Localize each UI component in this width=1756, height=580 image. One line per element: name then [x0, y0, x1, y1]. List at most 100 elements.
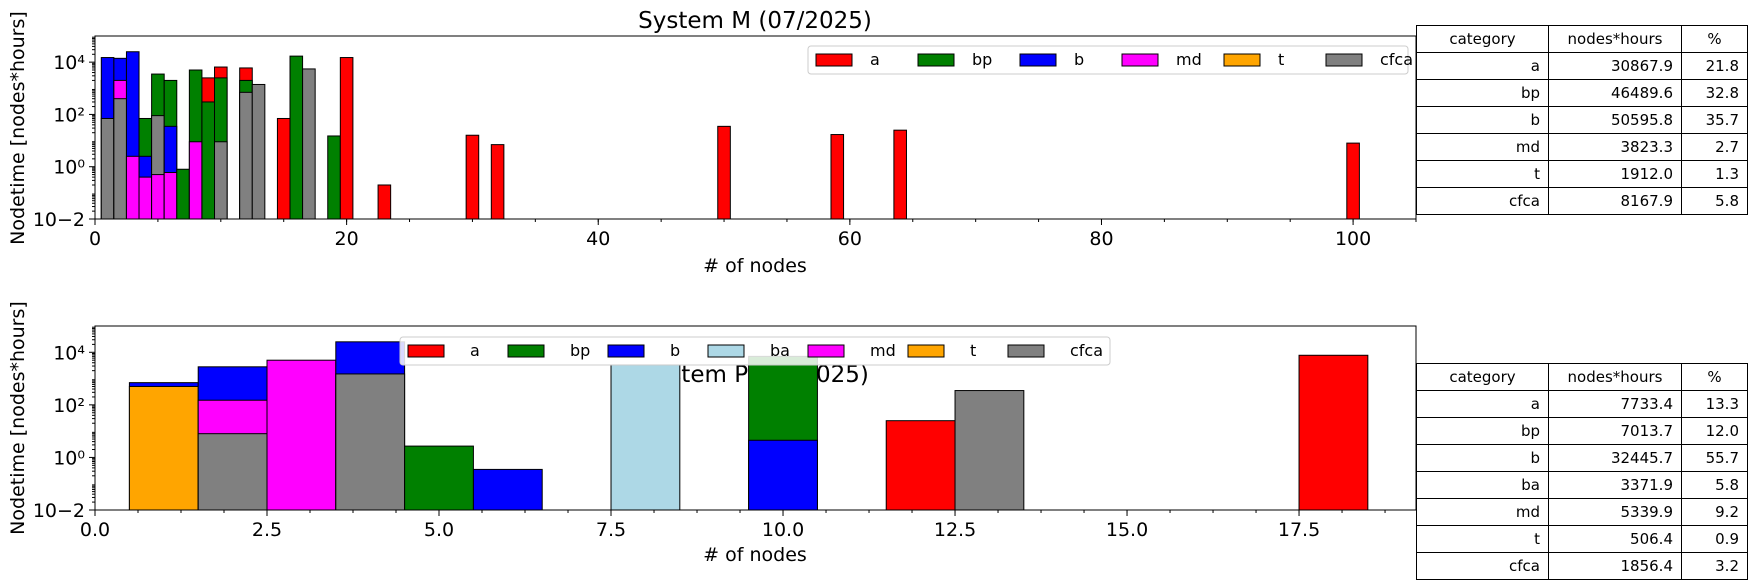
bar-md: [151, 174, 165, 220]
cell-percent: 12.0: [1681, 417, 1748, 445]
y-tick-label: 10²: [53, 104, 85, 126]
table-header-row: category nodes*hours %: [1416, 25, 1748, 53]
legend-box: [807, 45, 1409, 75]
legend-swatch-md: [807, 344, 845, 358]
bar-bp: [404, 445, 474, 511]
x-tick-label: 10.0: [762, 519, 804, 541]
cell-nodes-hours: 506.4: [1548, 525, 1682, 553]
cell-percent: 35.7: [1681, 106, 1748, 134]
cell-percent: 5.8: [1681, 471, 1748, 499]
legend-swatch-b: [1019, 53, 1057, 67]
cell-nodes-hours: 7013.7: [1548, 417, 1682, 445]
bar-a: [830, 134, 845, 220]
table-row: cfca 8167.9 5.8: [1416, 187, 1748, 215]
table-header-percent: %: [1681, 25, 1748, 53]
legend-swatch-cfca: [1325, 53, 1363, 67]
x-tick-label: 0: [89, 228, 101, 250]
cell-nodes-hours: 5339.9: [1548, 498, 1682, 526]
table-row: md 5339.9 9.2: [1416, 498, 1748, 526]
x-axis-label-1: # of nodes: [703, 255, 807, 277]
bar-cfca: [335, 373, 406, 511]
bar-a: [893, 129, 907, 220]
table-row: ba 3371.9 5.8: [1416, 471, 1748, 499]
bar-bp: [327, 135, 341, 220]
x-tick-label: 7.5: [596, 519, 626, 541]
table-row: bp 46489.6 32.8: [1416, 79, 1748, 107]
plot-area-2: 0.0 2.5 5.0 7.5 10.0 12.5 15.0 17.5 10−2 10⁰ 10² 10…: [33, 325, 1417, 541]
bar-a: [717, 125, 731, 220]
x-tick-label: 5.0: [424, 519, 454, 541]
cell-nodes-hours: 1856.4: [1548, 552, 1682, 580]
legend-swatch-a: [815, 53, 853, 67]
x-tick-label: 15.0: [1106, 519, 1148, 541]
legend-label-bp: bp: [570, 341, 590, 360]
table-header-row: category nodes*hours %: [1416, 363, 1748, 391]
cell-category: a: [1416, 52, 1549, 80]
bar-cfca: [100, 117, 115, 220]
table-header-category: category: [1416, 363, 1549, 391]
x-axis-label-2: # of nodes: [703, 544, 807, 566]
legend-label-cfca: cfca: [1380, 50, 1413, 69]
bar-md: [125, 155, 140, 220]
y-tick-label: 10−2: [33, 209, 85, 231]
legend-label-md: md: [870, 341, 896, 360]
bar-a: [1298, 354, 1369, 511]
bar-bp: [176, 168, 190, 220]
cell-category: cfca: [1416, 187, 1549, 215]
legend-label-b: b: [1074, 50, 1084, 69]
cell-percent: 2.7: [1681, 133, 1748, 161]
bar-a: [276, 117, 291, 220]
bar-b: [472, 468, 543, 511]
bar-cfca: [239, 91, 253, 220]
cell-percent: 55.7: [1681, 444, 1748, 472]
x-tick-label: 100: [1335, 228, 1371, 250]
legend-label-t: t: [1278, 50, 1284, 69]
bar-md: [266, 359, 337, 511]
bar-t: [128, 385, 199, 511]
bar-cfca: [251, 83, 266, 220]
bar-a: [377, 184, 392, 220]
cell-percent: 0.9: [1681, 525, 1748, 553]
y-tick-label: 10²: [53, 395, 85, 417]
cell-nodes-hours: 8167.9: [1548, 187, 1682, 215]
bar-a: [1346, 142, 1360, 220]
bar-ba: [610, 364, 681, 511]
legend-label-t: t: [970, 341, 976, 360]
table-row: cfca 1856.4 3.2: [1416, 552, 1748, 580]
table-row: b 50595.8 35.7: [1416, 106, 1748, 134]
legend-label-b: b: [670, 341, 680, 360]
bar-md: [138, 176, 153, 220]
cell-percent: 5.8: [1681, 187, 1748, 215]
y-axis-label-1: Nodetime [nodes*hours]: [7, 11, 29, 245]
cell-category: t: [1416, 160, 1549, 188]
cell-percent: 1.3: [1681, 160, 1748, 188]
x-tick-label: 20: [335, 228, 359, 250]
cell-nodes-hours: 32445.7: [1548, 444, 1682, 472]
legend-box: [399, 336, 1111, 366]
legend-label-a: a: [470, 341, 480, 360]
plot-area-1: 0 20 40 60 80 100 10−2 10⁰ 10² 10⁴ a bp b md t cfca: [33, 35, 1417, 250]
table-row: t 1912.0 1.3: [1416, 160, 1748, 188]
table-header-percent: %: [1681, 363, 1748, 391]
legend-label-ba: ba: [770, 341, 790, 360]
cell-nodes-hours: 30867.9: [1548, 52, 1682, 80]
table-row: bp 7013.7 12.0: [1416, 417, 1748, 445]
legend-swatch-md: [1121, 53, 1159, 67]
cell-nodes-hours: 1912.0: [1548, 160, 1682, 188]
cell-nodes-hours: 46489.6: [1548, 79, 1682, 107]
y-tick-label: 10−2: [33, 500, 85, 522]
bar-a: [885, 420, 956, 511]
legend-swatch-ba: [707, 344, 745, 358]
cell-percent: 21.8: [1681, 52, 1748, 80]
table-row: b 32445.7 55.7: [1416, 444, 1748, 472]
cell-category: t: [1416, 525, 1549, 553]
bar-bp: [289, 55, 304, 220]
cell-category: b: [1416, 444, 1549, 472]
cell-percent: 9.2: [1681, 498, 1748, 526]
bar-a: [490, 144, 505, 220]
y-tick-label: 10⁴: [53, 52, 85, 74]
bar-a: [339, 57, 354, 220]
x-tick-label: 80: [1089, 228, 1113, 250]
bar-bp: [201, 101, 216, 220]
